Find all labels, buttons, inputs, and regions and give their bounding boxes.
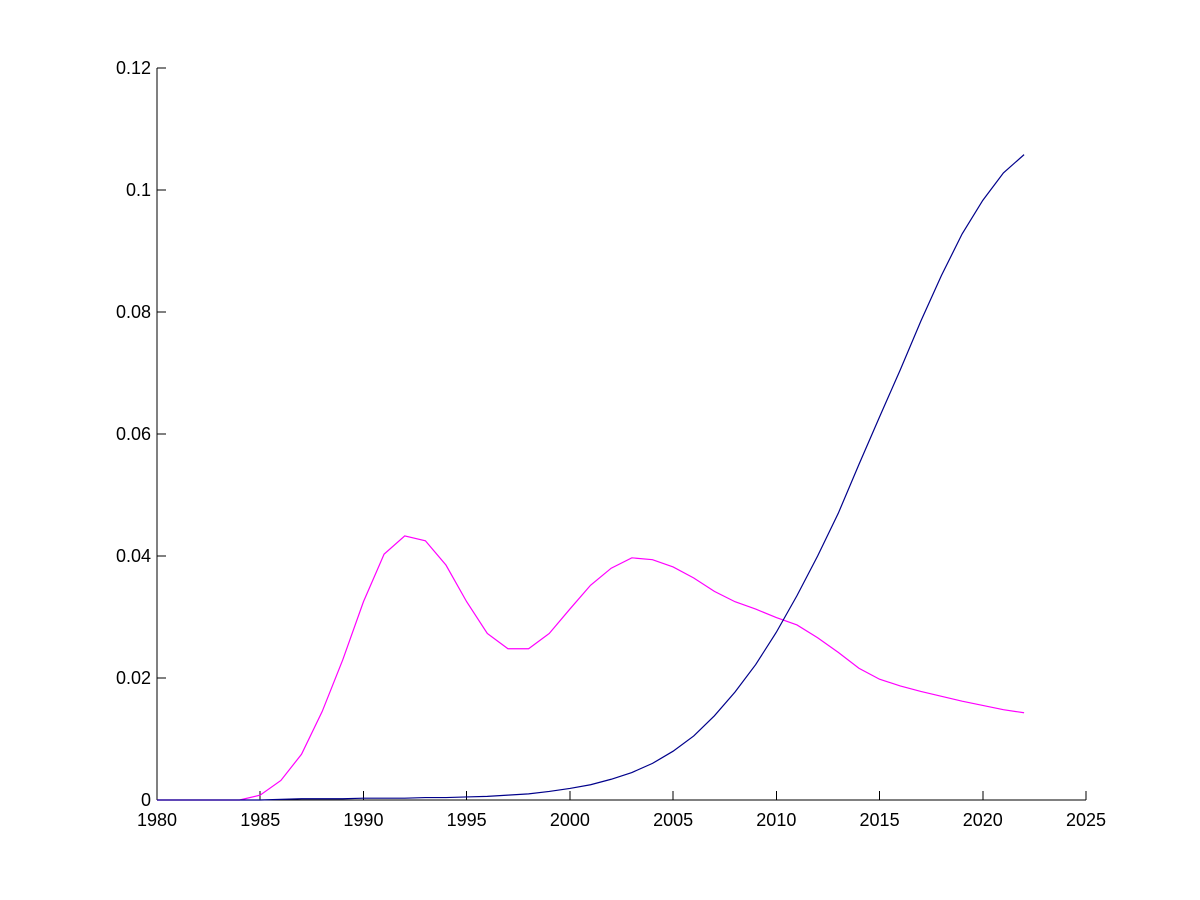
y-tick-label: 0.02 [116,668,151,688]
x-tick-label: 1990 [343,810,383,830]
x-tick-label: 2010 [756,810,796,830]
x-tick-label: 2000 [550,810,590,830]
y-tick-label: 0.08 [116,302,151,322]
series-line-1 [157,535,1025,801]
x-tick-label: 2025 [1066,810,1106,830]
y-tick-label: 0.06 [116,424,151,444]
x-tick-label: 2015 [860,810,900,830]
x-tick-label: 1980 [137,810,177,830]
x-tick-label: 1995 [447,810,487,830]
series-line-2 [157,154,1025,801]
y-tick-label: 0 [141,790,151,810]
y-tick-label: 0.04 [116,546,151,566]
y-tick-label: 0.12 [116,58,151,78]
x-tick-label: 2005 [653,810,693,830]
series-layer [157,154,1025,801]
axes: 1980 1985 1990 1995 2000 2005 2010 2015 2020 2025… [116,58,1106,830]
x-tick-label: 2020 [963,810,1003,830]
y-tick-label: 0.1 [126,180,151,200]
x-tick-label: 1985 [240,810,280,830]
